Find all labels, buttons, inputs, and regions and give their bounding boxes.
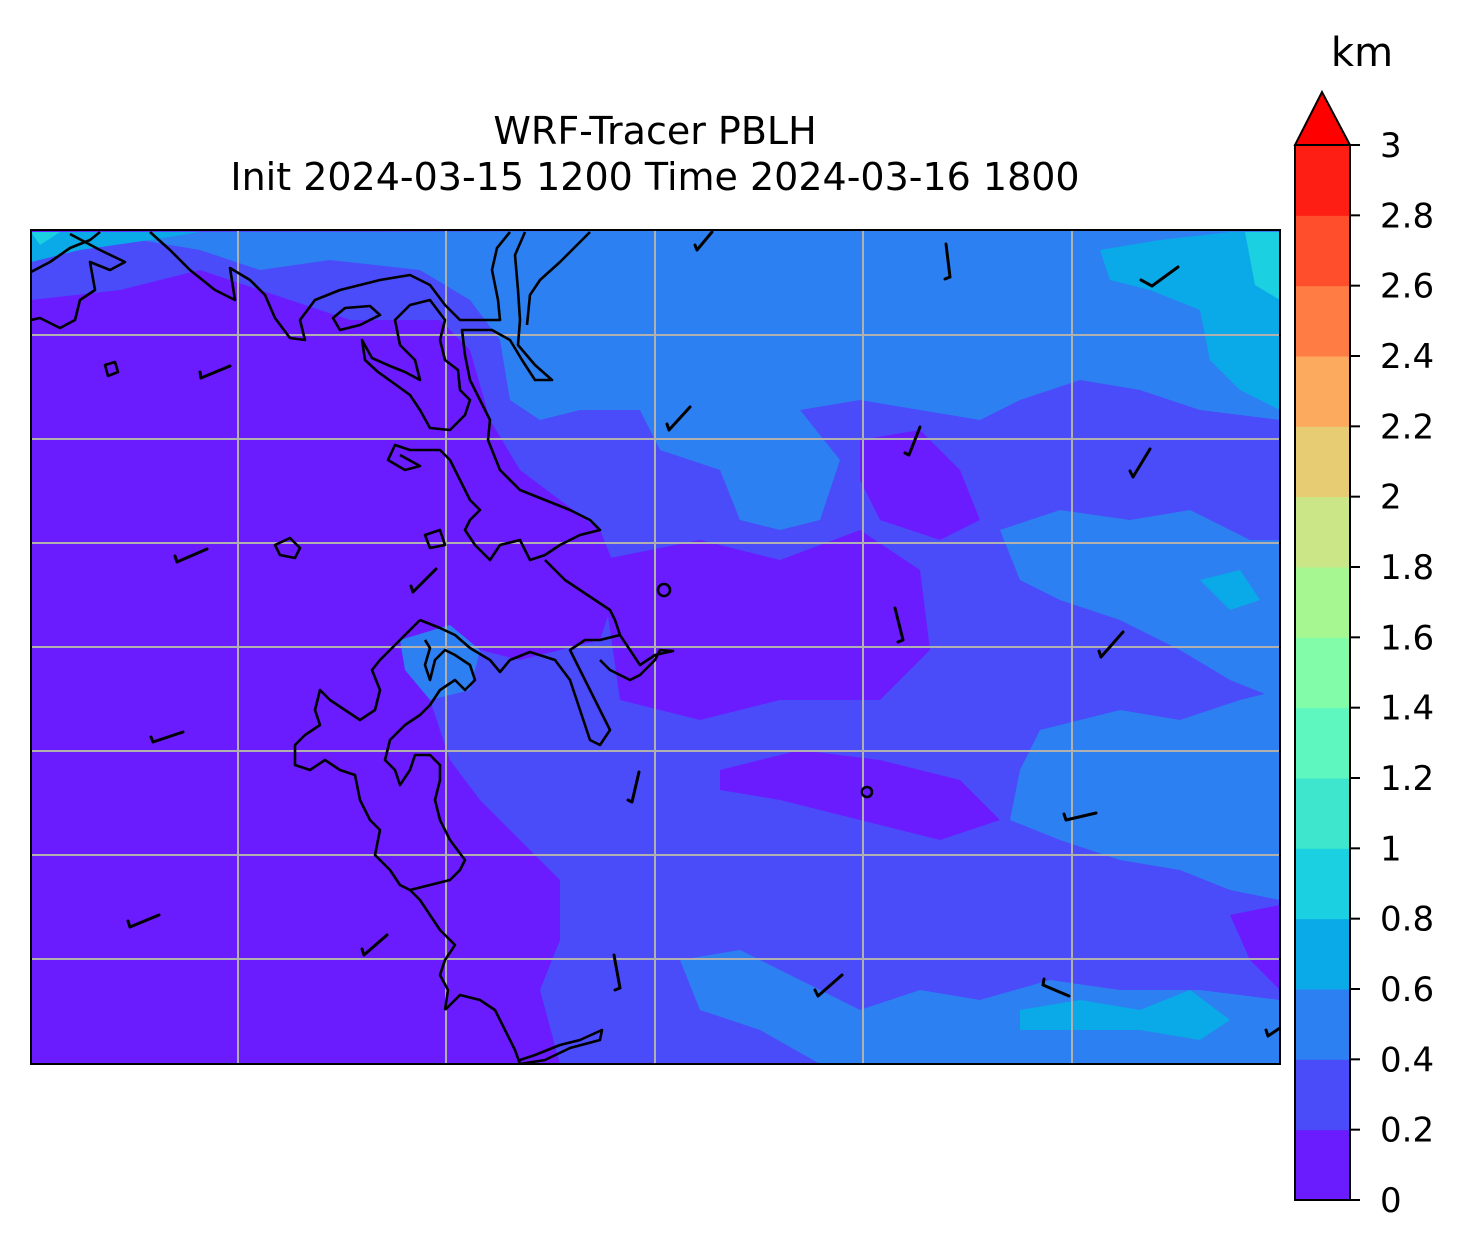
pblh-fill-0.6-0.8 [1100, 232, 1280, 410]
pblh-fill-0-0.2-pocket [720, 750, 1000, 840]
colorbar-tick-label: 2 [1380, 478, 1402, 518]
colorbar-tick-label: 0.8 [1380, 900, 1434, 940]
colorbar-tick-label: 2.4 [1380, 337, 1434, 377]
colorbar-segment [1295, 918, 1350, 990]
colorbar-tick-label: 2.2 [1380, 407, 1434, 447]
map-gridlines [31, 230, 1280, 1064]
wind-barb [1139, 265, 1180, 288]
colorbar-tick-label: 1.8 [1380, 548, 1434, 588]
coastline-bay-west [386, 231, 602, 562]
wind-barb [626, 770, 641, 804]
wind-barb [1128, 447, 1152, 479]
colorbar-segment [1295, 145, 1350, 216]
colorbar-tick-label: 0.2 [1380, 1111, 1434, 1151]
colorbar-segment [1295, 285, 1350, 357]
colorbar-segment [1295, 1129, 1350, 1201]
pblh-fill-0.4-0.6 [680, 950, 1280, 1064]
wind-barb [149, 730, 185, 744]
colorbar-tick-label: 0 [1380, 1181, 1402, 1221]
coastline-northwest [31, 230, 127, 330]
wind-barb [665, 405, 692, 432]
pblh-fill-0.8-1.0 [31, 232, 60, 245]
colorbar-segment [1295, 496, 1350, 568]
coastline-south [444, 993, 604, 1064]
colorbar-segment [1295, 356, 1350, 427]
colorbar-segment [1295, 1059, 1350, 1131]
wind-barb [198, 364, 232, 380]
colorbar-segment [1295, 567, 1350, 638]
pblh-fill-0-0.2-pocket [860, 430, 980, 540]
colorbar-segment [1295, 707, 1350, 779]
colorbar-segment [1295, 989, 1350, 1060]
wind-barb [813, 973, 844, 998]
pblh-fill-0-0.2-pocket [1230, 905, 1280, 990]
coastline-north [149, 231, 512, 342]
colorbar-tick-label: 1.4 [1380, 689, 1434, 729]
colorbar-extend-triangle [1293, 89, 1352, 146]
colorbar-segment [1295, 426, 1350, 498]
colorbar-unit-label: km [1331, 30, 1393, 76]
colorbar-ticks: 0 0.2 0.4 0.6 0.8 1 1.2 1.4 1.6 1.8 2 2.2 2.4 2.6 2.8 3 [1350, 126, 1434, 1221]
wind-barb [173, 547, 209, 564]
wind-barb [893, 606, 905, 644]
wind-barb [409, 567, 438, 594]
colorbar-tick-label: 2.8 [1380, 196, 1434, 236]
wind-barb [612, 953, 622, 992]
title-line-1: WRF-Tracer PBLH [493, 109, 817, 153]
pblh-fill-0.6-0.8 [31, 232, 200, 262]
pblh-fill-0.6-0.8 [1200, 570, 1260, 610]
colorbar-tick-label: 0.6 [1380, 970, 1434, 1010]
colorbar-segment [1295, 637, 1350, 709]
colorbar-segment [1295, 848, 1350, 920]
wind-barb [126, 913, 161, 929]
map-frame [30, 229, 1281, 1065]
coastline-peninsula [419, 559, 675, 747]
wind-barb [1062, 811, 1098, 822]
map-panel [31, 230, 1280, 1064]
wind-barb [1041, 977, 1071, 998]
wind-barb [943, 242, 952, 281]
wind-barb [1097, 630, 1125, 659]
colorbar-tick-label: 0.4 [1380, 1040, 1434, 1080]
wind-barbs [126, 230, 1280, 1038]
pblh-fill-0-0.2-pocket [600, 530, 930, 720]
coastline-south-inlet [409, 889, 457, 1011]
coastlines [31, 230, 874, 1064]
coastline-islands [103, 298, 874, 799]
coastline-bay-east [293, 619, 477, 892]
colorbar-segment [1295, 778, 1350, 849]
colorbar-tick-label: 3 [1380, 126, 1402, 166]
wind-barb [360, 933, 389, 957]
colorbar-tick-label: 1.6 [1380, 618, 1434, 658]
pblh-fill-0.4-0.6 [400, 625, 480, 700]
wind-barb [693, 230, 714, 252]
colorbar-frame [1294, 144, 1351, 1201]
title-line-2: Init 2024-03-15 1200 Time 2024-03-16 180… [230, 155, 1080, 199]
colorbar-segment [1295, 215, 1350, 287]
colorbar: 0 0.2 0.4 0.6 0.8 1 1.2 1.4 1.6 1.8 2 2.2 2.4 2.6 2.8 3… [1293, 30, 1434, 1221]
colorbar-tick-label: 1.2 [1380, 759, 1434, 799]
wind-barb [1264, 1026, 1280, 1038]
wind-barb [903, 425, 922, 457]
pblh-fill-0.8-1.0 [1245, 232, 1280, 300]
chart-title: WRF-Tracer PBLH Init 2024-03-15 1200 Tim… [30, 108, 1280, 200]
colorbar-segments [1295, 145, 1350, 1201]
colorbar-tick-label: 2.6 [1380, 267, 1434, 307]
pblh-fill-0.4-0.6 [1000, 510, 1280, 700]
colorbar-tick-label: 1 [1380, 829, 1402, 869]
coastline-river [525, 231, 591, 326]
pblh-fill-0.4-0.6 [1010, 690, 1280, 900]
